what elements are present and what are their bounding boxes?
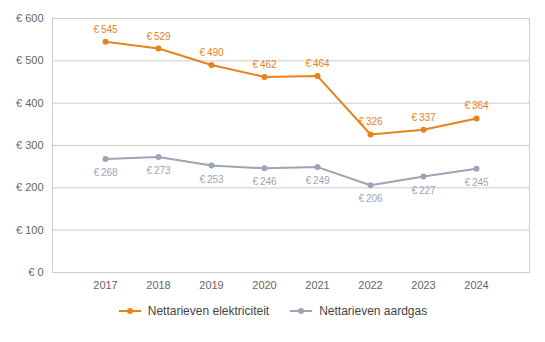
svg-text:€ 300: € 300 (16, 139, 44, 151)
svg-text:€ 249: € 249 (305, 175, 330, 186)
svg-text:€ 246: € 246 (252, 176, 277, 187)
html-text:Nettarieven aardgas: Nettarieven aardgas (319, 304, 428, 318)
svg-text:2019: 2019 (199, 279, 223, 291)
svg-text:€ 462: € 462 (252, 59, 277, 70)
svg-text:2023: 2023 (411, 279, 435, 291)
svg-text:2018: 2018 (146, 279, 170, 291)
svg-text:€ 490: € 490 (199, 47, 224, 58)
svg-text:2024: 2024 (464, 279, 488, 291)
svg-text:2017: 2017 (93, 279, 117, 291)
svg-text:€ 100: € 100 (16, 224, 44, 236)
svg-text:€ 529: € 529 (146, 31, 171, 42)
svg-text:€ 364: € 364 (464, 100, 489, 111)
svg-text:€ 206: € 206 (358, 193, 383, 204)
svg-text:2021: 2021 (305, 279, 329, 291)
svg-text:€ 245: € 245 (464, 177, 489, 188)
svg-text:€ 337: € 337 (411, 112, 436, 123)
svg-text:€ 500: € 500 (16, 54, 44, 66)
svg-text:€ 464: € 464 (305, 58, 330, 69)
svg-text:€ 545: € 545 (93, 24, 118, 35)
svg-text:€ 400: € 400 (16, 97, 44, 109)
svg-text:€ 227: € 227 (411, 185, 436, 196)
html-text:Nettarieven elektriciteit: Nettarieven elektriciteit (147, 304, 270, 318)
svg-text:€ 600: € 600 (16, 12, 44, 24)
svg-text:€ 200: € 200 (16, 181, 44, 193)
svg-text:€ 326: € 326 (358, 116, 383, 127)
svg-text:€ 0: € 0 (28, 266, 43, 278)
svg-text:2020: 2020 (252, 279, 276, 291)
svg-text:€ 253: € 253 (199, 173, 224, 184)
svg-text:2022: 2022 (358, 279, 382, 291)
svg-text:€ 268: € 268 (93, 167, 118, 178)
svg-text:€ 273: € 273 (146, 165, 171, 176)
